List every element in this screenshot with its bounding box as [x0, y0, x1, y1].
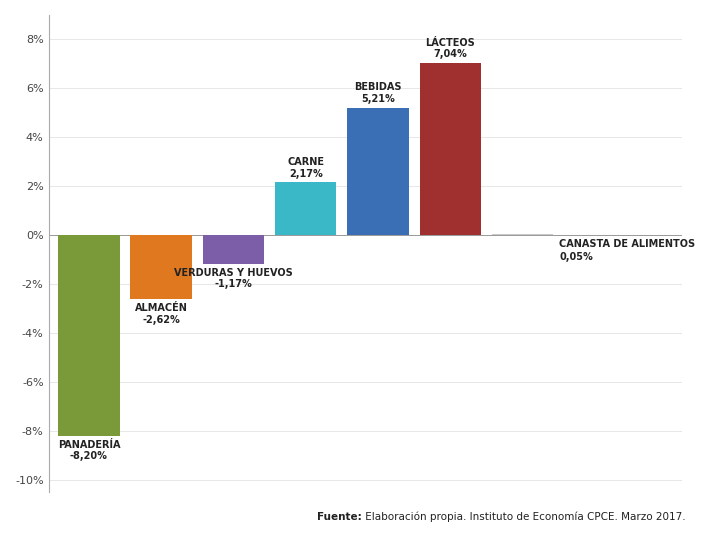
Bar	[348, 108, 409, 235]
Bar	[420, 63, 481, 235]
Bar	[203, 235, 264, 264]
Text: CANASTA DE ALIMENTOS
0,05%: CANASTA DE ALIMENTOS 0,05%	[559, 239, 695, 262]
Bar	[275, 182, 337, 235]
Bar	[58, 235, 119, 436]
Text: VERDURAS Y HUEVOS
-1,17%: VERDURAS Y HUEVOS -1,17%	[174, 268, 292, 289]
Text: BEBIDAS
5,21%: BEBIDAS 5,21%	[354, 82, 402, 104]
Text: ALMACÉN
-2,62%: ALMACÉN -2,62%	[135, 303, 188, 325]
Text: PANADERÍA
-8,20%: PANADERÍA -8,20%	[58, 439, 120, 461]
Text: Elaboración propia. Instituto de Economía CPCE. Marzo 2017.: Elaboración propia. Instituto de Economí…	[362, 512, 686, 522]
Text: LÁCTEOS
7,04%: LÁCTEOS 7,04%	[426, 38, 475, 59]
Bar	[130, 235, 192, 300]
Text: CARNE
2,17%: CARNE 2,17%	[287, 157, 324, 178]
Text: Fuente:: Fuente:	[317, 512, 362, 522]
Bar	[492, 234, 553, 235]
